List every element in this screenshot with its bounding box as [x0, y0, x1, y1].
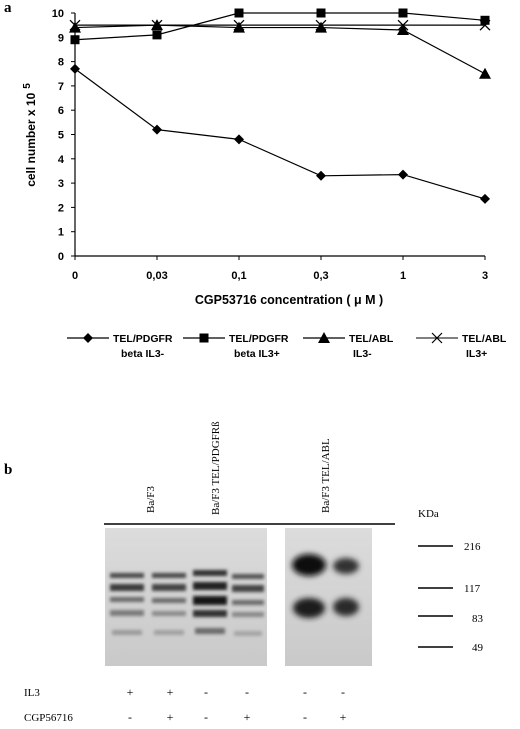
y-tick-label: 6 — [58, 105, 64, 117]
y-tick-label: 9 — [58, 32, 64, 44]
blot-membrane-right — [285, 528, 372, 666]
square-marker-icon — [199, 333, 209, 343]
y-tick-label: 5 — [58, 130, 64, 142]
y-tick-label: 3 — [58, 178, 64, 190]
blot-bands-left — [110, 570, 264, 636]
data-point-square — [480, 15, 490, 25]
kda-label: KDa — [418, 508, 439, 520]
western-blot: Ba/F3 Ba/F3 TEL/PDGFRß Ba/F3 TEL/ABL — [24, 421, 484, 724]
y-tick-label: 4 — [58, 154, 65, 166]
y-tick-label: 2 — [58, 202, 64, 214]
marker-label: 83 — [472, 613, 484, 625]
chart-axes — [71, 12, 486, 260]
data-point-diamond — [316, 170, 326, 181]
il3-sign: - — [341, 685, 345, 699]
legend-label-line2: IL3+ — [466, 348, 487, 360]
legend-label-line1: TEL/PDGFR — [113, 333, 173, 345]
marker-label: 49 — [472, 642, 484, 654]
data-point-square — [234, 8, 244, 18]
data-point-x — [397, 19, 409, 31]
data-point-square — [152, 30, 162, 40]
legend-label-line2: beta IL3+ — [234, 348, 280, 360]
data-point-x — [315, 19, 327, 31]
il3-sign: - — [204, 685, 208, 699]
data-point-diamond — [70, 63, 80, 74]
series-markers — [69, 8, 491, 204]
legend-label-line1: TEL/ABL — [349, 333, 394, 345]
panel-b-letter: b — [4, 462, 12, 478]
legend-label-line2: IL3- — [353, 348, 372, 360]
lane-group-label: Ba/F3 TEL/ABL — [320, 438, 332, 513]
x-tick-label: 1 — [400, 270, 406, 282]
cgp-sign: + — [167, 710, 174, 724]
cgp-sign: + — [340, 710, 347, 724]
data-point-triangle — [397, 24, 409, 36]
data-point-x — [233, 19, 245, 31]
data-point-diamond — [480, 193, 490, 204]
data-point-diamond — [234, 134, 244, 145]
triangle-marker-icon — [318, 332, 330, 343]
data-point-x — [151, 19, 163, 31]
cgp-sign: + — [244, 710, 251, 724]
y-tick-label: 10 — [52, 8, 64, 20]
blot-bands-right — [292, 554, 359, 618]
x-tick-label: 0,03 — [146, 270, 167, 282]
y-axis-label: cell number x 105 — [22, 83, 38, 187]
data-point-triangle — [315, 21, 327, 33]
cgp-sign: - — [128, 710, 132, 724]
chart-legend: TEL/PDGFR beta IL3- TEL/PDGFR beta IL3+ … — [67, 332, 507, 360]
y-tick-label: 8 — [58, 57, 64, 69]
series-line — [74, 12, 486, 41]
marker-label: 117 — [464, 583, 481, 595]
data-point-square — [398, 8, 408, 18]
data-point-x — [69, 19, 81, 31]
marker-label: 216 — [464, 541, 481, 553]
legend-item-abl-il3-plus: TEL/ABL IL3+ — [416, 332, 507, 360]
series-line — [74, 68, 486, 200]
line-chart: 0 1 2 3 4 5 6 7 8 9 10 0 0,03 0,1 0,3 1 3 cell number x… — [22, 8, 491, 307]
il3-sign: + — [167, 685, 174, 699]
y-tick-label: 7 — [58, 81, 64, 93]
lane-group-label: Ba/F3 TEL/PDGFRß — [210, 421, 222, 515]
x-tick-label: 3 — [482, 270, 488, 282]
data-point-diamond — [398, 169, 408, 180]
y-tick-label: 0 — [58, 251, 64, 263]
il3-sign: + — [127, 685, 134, 699]
y-tick-labels: 0 1 2 3 4 5 6 7 8 9 10 — [52, 8, 65, 263]
x-tick-labels: 0 0,03 0,1 0,3 1 3 — [72, 270, 488, 282]
cgp-sign: - — [303, 710, 307, 724]
x-tick-label: 0 — [72, 270, 78, 282]
data-point-triangle — [69, 21, 81, 33]
data-point-square — [316, 8, 326, 18]
lane-group-label: Ba/F3 — [145, 486, 157, 513]
legend-label-line2: beta IL3- — [121, 348, 165, 360]
legend-label-line1: TEL/ABL — [462, 333, 507, 345]
legend-label-line1: TEL/PDGFR — [229, 333, 289, 345]
row-label-cgp: CGP56716 — [24, 712, 73, 724]
panel-a-letter: a — [4, 0, 12, 16]
legend-item-pdgfr-il3-minus: TEL/PDGFR beta IL3- — [67, 333, 173, 360]
legend-item-pdgfr-il3-plus: TEL/PDGFR beta IL3+ — [183, 333, 289, 360]
data-point-square — [70, 35, 80, 45]
series-line — [74, 24, 486, 75]
x-tick-label: 0,1 — [231, 270, 246, 282]
treatment-signs: + + - - - - - + - + - + — [127, 685, 347, 724]
x-tick-label: 0,3 — [313, 270, 328, 282]
il3-sign: - — [303, 685, 307, 699]
diamond-marker-icon — [83, 333, 93, 343]
row-label-il3: IL3 — [24, 687, 40, 699]
data-point-diamond — [152, 124, 162, 135]
data-point-triangle — [479, 67, 491, 79]
cgp-sign: - — [204, 710, 208, 724]
data-point-triangle — [233, 21, 245, 33]
x-axis-label: CGP53716 concentration ( μ M ) — [195, 293, 383, 307]
il3-sign: - — [245, 685, 249, 699]
series-lines — [74, 12, 486, 200]
data-point-x — [479, 19, 491, 31]
legend-item-abl-il3-minus: TEL/ABL IL3- — [303, 332, 394, 360]
x-marker-icon — [431, 332, 443, 344]
y-tick-label: 1 — [58, 227, 64, 239]
